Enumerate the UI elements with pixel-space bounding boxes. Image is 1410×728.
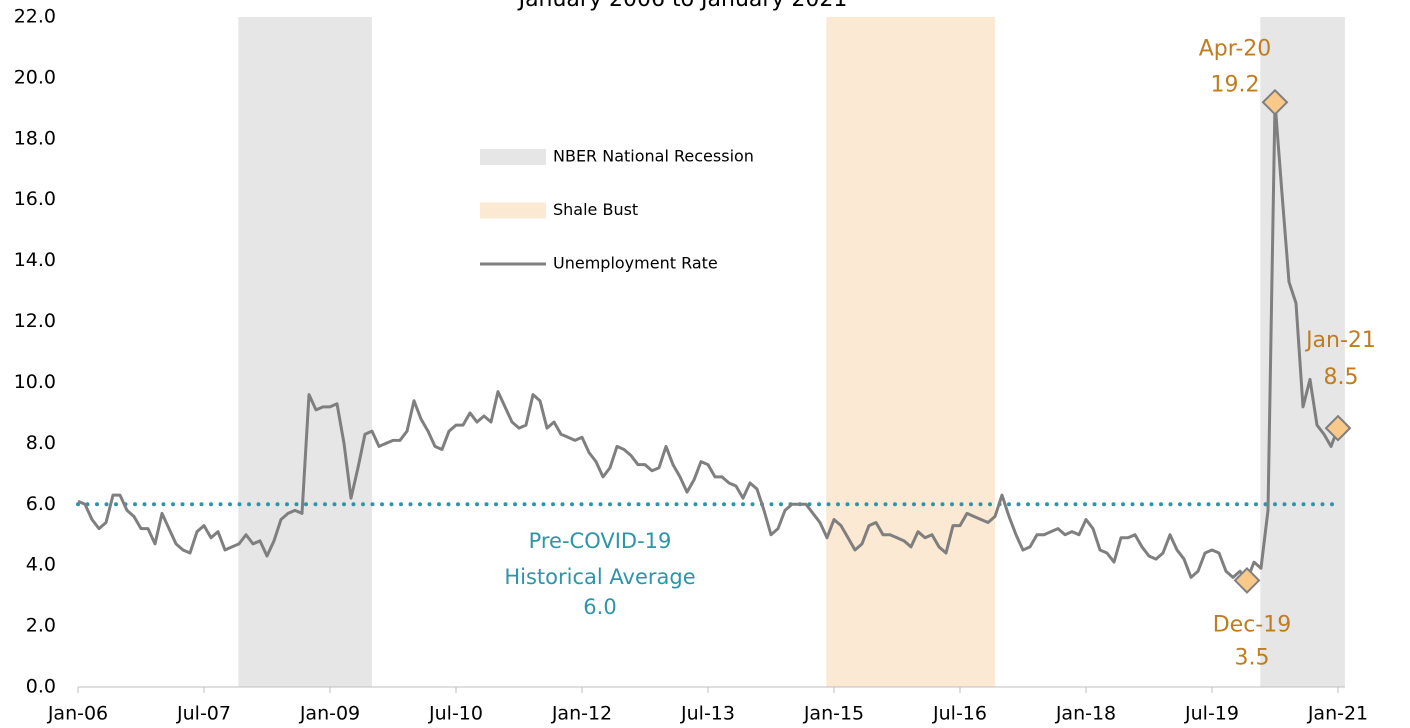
legend-swatch [480,202,546,219]
x-tick-label: Jan-18 [1055,703,1116,725]
x-tick-label: Jul-10 [428,703,483,725]
annotation-marker [1324,414,1352,442]
y-tick-label: 12.0 [14,310,56,332]
legend-label: Unemployment Rate [553,254,718,273]
reference-label: Historical Average [504,565,695,589]
y-tick-label: 18.0 [14,127,56,149]
line-series [77,100,1340,582]
y-tick-label: 4.0 [26,554,56,576]
y-tick-label: 0.0 [26,676,56,698]
y-tick-label: 14.0 [14,249,56,271]
bands [238,17,1345,687]
chart-subtitle: January 2006 to January 2021 [517,0,848,12]
x-tick-label: Jan-06 [47,703,108,725]
x-tick-label: Jan-09 [299,703,360,725]
x-tick-label: Jan-12 [551,703,612,725]
annotation-value: 19.2 [1211,72,1260,97]
x-tick-label: Jul-07 [176,703,231,725]
reference-label: Pre-COVID-19 [529,529,672,553]
y-tick-label: 22.0 [14,6,56,28]
legend-label: NBER National Recession [553,147,754,166]
annotation-label: Jan-21 [1304,328,1376,353]
annotation-label: Apr-20 [1199,36,1272,61]
legend-label: Shale Bust [553,200,638,219]
band [238,17,372,687]
x-tick-label: Jul-19 [1184,703,1239,725]
legend-swatch [480,149,546,165]
x-tick-label: Jan-15 [803,703,864,725]
y-tick-label: 2.0 [26,615,56,637]
y-tick-label: 10.0 [14,371,56,393]
reference-value: 6.0 [583,595,616,619]
annotation-label: Dec-19 [1213,612,1292,637]
annotation-marker [1233,566,1261,594]
band [826,17,995,687]
y-tick-label: 8.0 [26,432,56,454]
annotation-marker [1261,88,1289,116]
x-tick-label: Jul-13 [680,703,735,725]
y-tick-label: 16.0 [14,188,56,210]
y-tick-label: 6.0 [26,493,56,515]
y-tick-label: 20.0 [14,66,56,88]
x-tick-label: Jan-21 [1307,703,1368,725]
x-tick-label: Jul-16 [932,703,987,725]
annotation-value: 3.5 [1235,645,1270,670]
annotation-value: 8.5 [1324,365,1359,390]
